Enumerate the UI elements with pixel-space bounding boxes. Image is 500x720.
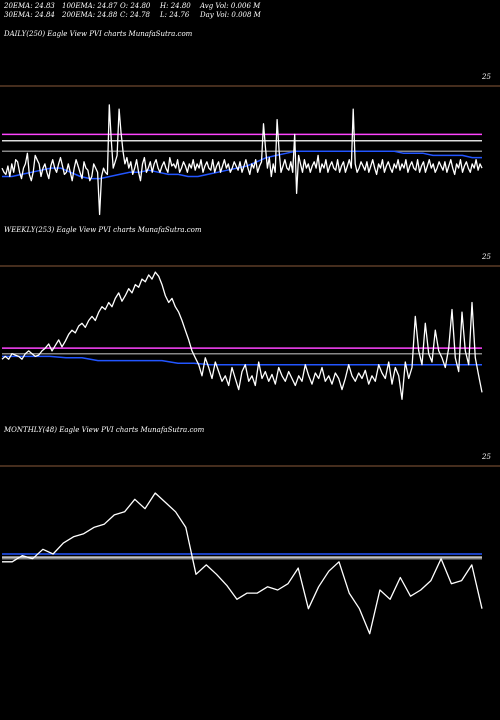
chart-weekly-series-1	[2, 355, 482, 366]
panel-monthly-ytick: 25	[482, 453, 491, 461]
stat-20ema: 20EMA: 24.83	[4, 2, 55, 10]
stat-close: C: 24.78	[120, 11, 150, 19]
stat-30ema: 30EMA: 24.84	[4, 11, 55, 19]
stat-200ema: 200EMA: 24.88	[62, 11, 118, 19]
panel-daily-ytick: 25	[482, 73, 491, 81]
chart-monthly-series-0	[2, 492, 483, 635]
stat-low: L: 24.76	[160, 11, 190, 19]
stat-day-vol: Day Vol: 0.008 M	[200, 11, 261, 19]
chart-weekly-series-0	[1, 271, 483, 400]
stat-high: H: 24.80	[160, 2, 191, 10]
panel-daily-label: DAILY(250) Eagle View PVI charts MunafaS…	[4, 30, 193, 38]
stat-open: O: 24.80	[120, 2, 151, 10]
panel-weekly-label: WEEKLY(253) Eagle View PVI charts Munafa…	[4, 226, 202, 234]
stat-100ema: 100EMA: 24.87	[62, 2, 118, 10]
stat-avg-vol: Avg Vol: 0.006 M	[200, 2, 261, 10]
panel-weekly-ytick: 25	[482, 253, 491, 261]
chart-daily-series-0	[1, 104, 483, 216]
panel-monthly-label: MONTHLY(48) Eagle View PVI charts Munafa…	[4, 426, 205, 434]
